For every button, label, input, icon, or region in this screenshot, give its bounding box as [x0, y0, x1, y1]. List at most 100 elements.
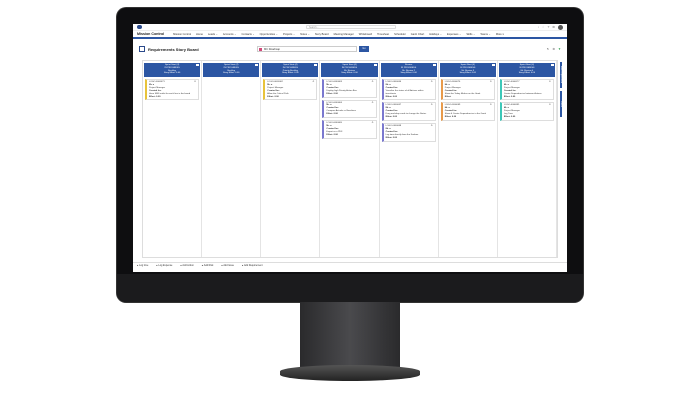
card-menu-icon[interactable]: ⚙ — [194, 81, 197, 83]
card-menu-icon[interactable]: ⚙ — [371, 81, 374, 83]
calendar-icon[interactable]: ▫ — [537, 24, 539, 29]
menu-item[interactable]: Holidays ⌄ — [429, 32, 443, 36]
menu-item[interactable]: Projects ⌄ — [282, 32, 296, 36]
story-card[interactable]: LOGO-0000064 ⚙ Mr. a Created for: Compare Ac… — [322, 99, 377, 119]
column-menu-icon[interactable] — [196, 64, 200, 66]
refresh-icon[interactable]: ↻ — [546, 47, 550, 51]
story-card[interactable]: LOGO-0000062 ⚙ Mr. a Project Manager Created… — [263, 79, 318, 101]
filter-tag-icon — [259, 48, 262, 51]
bottom-action-button[interactable]: ● Add Issue — [221, 264, 234, 267]
column-header: Review IN PROGRESS Mr. Review 2 Story Effor… — [380, 63, 437, 77]
board-column: Sprint Start (4) IN PROGRESS Backlog Story … — [202, 61, 262, 257]
card-line: Export as a PDF — [326, 130, 343, 133]
bottom-action-button[interactable]: ● Log time — [137, 264, 148, 267]
story-card[interactable]: LOGO-0000081 ⚙ Mr. a Project Manager Log Tim… — [499, 102, 554, 121]
column-menu-icon[interactable] — [373, 64, 377, 66]
menu-item[interactable]: Home — [196, 32, 203, 36]
card-menu-icon[interactable]: ⚙ — [489, 81, 492, 83]
column-header-line: IN PROGRESS — [401, 66, 417, 69]
column-header-line: Story Effort: 0.00 — [400, 72, 417, 75]
bottom-action-button[interactable]: ● Add Action — [180, 264, 193, 267]
action-icon: ● — [221, 264, 224, 267]
card-line: Mr. a — [444, 83, 450, 86]
column-header-line: Sprint Start (4) — [224, 64, 239, 66]
card-line: Created for: — [326, 127, 339, 130]
card-menu-icon[interactable]: ⚙ — [371, 122, 374, 125]
menu-item[interactable]: Expenses ⌄ — [447, 32, 462, 36]
menu-item[interactable]: Meeting Manager — [333, 32, 354, 36]
card-menu-icon[interactable]: ⚙ — [430, 124, 433, 127]
card-line: Effort: 0.00 — [267, 95, 279, 98]
menu-item[interactable]: Skills ⌄ — [466, 32, 476, 36]
board-column: Review IN PROGRESS Mr. Review 2 Story Effor… — [380, 61, 439, 257]
card-menu-icon[interactable]: ⚙ — [549, 104, 551, 107]
story-card[interactable]: LOGO-0000069 ⚙ Mr. a Created for: Show & Cre… — [440, 102, 495, 121]
card-line: Created for: — [385, 86, 398, 89]
settings-icon[interactable]: ⚙ — [552, 24, 555, 29]
menu-item[interactable]: Scheduler — [394, 32, 406, 36]
menu-item[interactable]: Story Board — [314, 32, 329, 36]
card-line: Effort: — [444, 95, 452, 98]
card-menu-icon[interactable]: ⚙ — [312, 81, 315, 83]
bell-icon[interactable]: ♢ — [541, 24, 545, 29]
search-input[interactable]: Search... — [306, 25, 396, 29]
column-header-line: IN PROGRESS — [460, 66, 476, 69]
card-menu-icon[interactable]: ⚙ — [430, 81, 433, 83]
card-menu-icon[interactable]: ⚙ — [489, 104, 492, 107]
settings-icon[interactable]: ⚙ — [552, 47, 556, 51]
story-card[interactable]: LOGO-0000066 ⚙ Mr. a Created for: Visualise … — [381, 79, 436, 101]
menu-item[interactable]: Accounts ⌄ — [222, 32, 237, 36]
menu-item[interactable]: More ▾ — [495, 32, 504, 36]
side-tab[interactable]: Add Requirement — [560, 62, 562, 88]
help-icon[interactable]: ? — [547, 24, 550, 29]
card-id: LOGO-0000066 — [385, 81, 402, 83]
go-button[interactable]: Go — [359, 46, 369, 52]
story-card[interactable]: LOGO-0000077 ⚙ Mr. a Project Manager Created… — [499, 79, 554, 101]
action-icon: ● — [241, 264, 244, 267]
menu-item[interactable]: Notes ⌄ — [300, 32, 310, 36]
project-filter-select[interactable]: MC Roadmap — [257, 46, 357, 52]
side-tab[interactable]: Filters — [560, 91, 562, 117]
card-menu-icon[interactable]: ⚙ — [371, 101, 374, 104]
column-header-line: Story Effort: 0.00 — [223, 72, 240, 75]
column-menu-icon[interactable] — [491, 64, 495, 66]
column-menu-icon[interactable] — [314, 64, 318, 66]
card-id: LOGO-0000063 — [326, 81, 342, 83]
menu-item[interactable]: Contacts ⌄ — [241, 32, 255, 36]
avatar[interactable] — [558, 24, 563, 30]
story-card[interactable]: LOGO-0000068 ⚙ Mr. a Created for: Log time d… — [381, 122, 436, 142]
bottom-action-button[interactable]: ● Log Expense — [156, 264, 172, 267]
menu-item[interactable]: Mission Control — [173, 32, 192, 36]
card-line: Effort: 0.00 — [326, 92, 338, 95]
filter-icon[interactable]: ▼ — [558, 47, 561, 51]
menu-item[interactable]: Opportunities ⌄ — [259, 32, 278, 36]
bottom-action-button[interactable]: ● Add Requirement — [242, 264, 263, 267]
card-line: Created for: — [385, 130, 398, 133]
action-icon: ● — [156, 264, 159, 267]
story-card[interactable]: LOGO-0000073 ⚙ Mr. a Project Manager Created… — [145, 79, 200, 101]
menu-item[interactable]: Timesheet — [377, 32, 390, 36]
story-card[interactable]: LOGO-0000076 ⚙ Mr. a Project Manager Created… — [440, 79, 495, 101]
column-menu-icon[interactable] — [432, 64, 436, 66]
bottom-action-button[interactable]: ● Add Risk — [202, 264, 214, 267]
column-header-line: Story Effort: 0.00 — [282, 72, 299, 75]
card-line: Show the Today Marker on the Gantt — [444, 92, 481, 95]
menu-item[interactable]: Teams ⌄ — [480, 32, 491, 36]
card-menu-icon[interactable]: ⚙ — [549, 81, 551, 83]
filter-value: MC Roadmap — [264, 48, 281, 51]
card-line: Effort: 0.00 — [444, 116, 457, 119]
menu-item[interactable]: Whiteboard — [358, 32, 373, 36]
screen: Search... ▫ ♢ ? ⚙ Mission Control Missio… — [133, 24, 567, 272]
story-card[interactable]: LOGO-0000067 ⚙ Mr. a Created for: Drag and d… — [381, 102, 436, 121]
story-card[interactable]: LOGO-0000063 ⚙ Mr. a Created for: Display hi… — [322, 79, 377, 98]
card-line: Project Manager — [503, 86, 520, 89]
menu-item[interactable]: Gantt Chart — [410, 32, 425, 36]
story-card[interactable]: LOGO-0000065 ⚙ Mr. a Created for: Export as … — [322, 120, 377, 139]
card-line: Allow the Critical Path — [267, 92, 289, 95]
card-menu-icon[interactable]: ⚙ — [430, 104, 433, 107]
menu-item[interactable]: Leads ⌄ — [207, 32, 218, 36]
column-menu-icon[interactable] — [255, 64, 259, 66]
column-menu-icon[interactable] — [550, 64, 554, 66]
